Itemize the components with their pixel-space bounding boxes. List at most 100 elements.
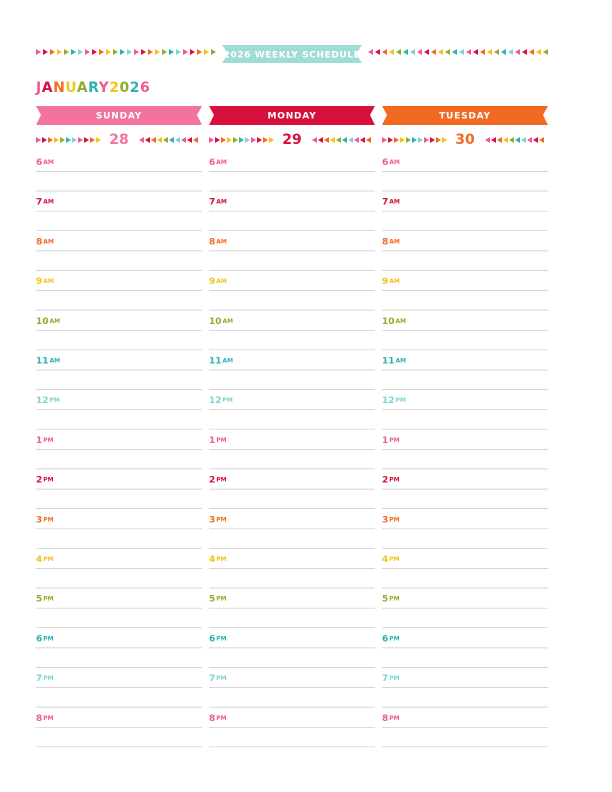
bunting-triangle bbox=[251, 137, 256, 143]
hour-number: 11 bbox=[382, 356, 395, 366]
bunting-triangle bbox=[134, 49, 139, 55]
hour-period: PM bbox=[389, 516, 399, 523]
hour-number: 6 bbox=[209, 158, 215, 168]
hour-number: 10 bbox=[209, 316, 222, 326]
bunting-triangle bbox=[529, 49, 534, 55]
bunting-triangle bbox=[382, 137, 387, 143]
hour-label: 9AM bbox=[36, 277, 54, 287]
bunting-triangle bbox=[412, 137, 417, 143]
hour-number: 8 bbox=[36, 713, 42, 723]
bunting-triangle bbox=[181, 137, 186, 143]
hour-period: PM bbox=[216, 595, 226, 602]
hour-label: 11AM bbox=[209, 356, 233, 366]
hour-label: 7PM bbox=[382, 674, 400, 684]
bunting-triangle bbox=[368, 49, 373, 55]
day-date: 28 bbox=[109, 132, 128, 148]
bunting-triangle bbox=[64, 49, 69, 55]
bunting-triangle bbox=[400, 137, 405, 143]
hour-label: 3PM bbox=[36, 515, 54, 525]
bunting-triangle bbox=[501, 49, 506, 55]
hour-number: 2 bbox=[209, 475, 215, 485]
hour-period: PM bbox=[43, 635, 53, 642]
day-date: 29 bbox=[282, 132, 301, 148]
bunting-triangle bbox=[113, 49, 118, 55]
hour-number: 10 bbox=[382, 316, 395, 326]
hour-number: 9 bbox=[36, 277, 42, 287]
hour-label: 4PM bbox=[36, 555, 54, 565]
bunting-triangle bbox=[436, 137, 441, 143]
hour-number: 8 bbox=[36, 237, 42, 247]
bunting-triangle bbox=[96, 137, 101, 143]
hour-label: 11AM bbox=[36, 356, 60, 366]
hour-period: AM bbox=[50, 357, 61, 364]
bunting-triangle bbox=[417, 49, 422, 55]
bunting-triangle bbox=[139, 137, 144, 143]
bunting-triangle bbox=[424, 49, 429, 55]
hour-label: 10AM bbox=[382, 316, 406, 326]
hour-period: PM bbox=[389, 675, 399, 682]
page-title: 2026 WEEKLY SCHEDULE bbox=[224, 51, 361, 61]
hour-number: 5 bbox=[209, 594, 215, 604]
bunting-triangle bbox=[521, 137, 526, 143]
day-name: TUESDAY bbox=[439, 112, 491, 122]
hour-label: 3PM bbox=[382, 515, 400, 525]
bunting-triangle bbox=[431, 49, 436, 55]
hour-label: 12PM bbox=[36, 396, 60, 406]
hour-label: 6AM bbox=[36, 158, 54, 168]
bunting-triangle bbox=[318, 137, 323, 143]
hour-period: PM bbox=[216, 714, 226, 721]
hour-period: AM bbox=[389, 198, 400, 205]
hour-label: 4PM bbox=[209, 555, 227, 565]
bunting-triangle bbox=[508, 49, 513, 55]
bunting-triangle bbox=[533, 137, 538, 143]
hour-label: 7AM bbox=[209, 197, 227, 207]
hour-label: 9AM bbox=[209, 277, 227, 287]
bunting-triangle bbox=[54, 137, 59, 143]
hour-label: 8AM bbox=[36, 237, 54, 247]
hour-period: PM bbox=[43, 476, 53, 483]
hour-period: PM bbox=[43, 436, 53, 443]
bunting-triangle bbox=[99, 49, 104, 55]
hour-period: AM bbox=[43, 159, 54, 166]
hour-number: 3 bbox=[382, 515, 388, 525]
hour-period: AM bbox=[216, 159, 227, 166]
hour-number: 7 bbox=[36, 674, 42, 684]
hour-period: PM bbox=[216, 516, 226, 523]
bunting-triangle bbox=[348, 137, 353, 143]
hour-label: 12PM bbox=[209, 396, 233, 406]
bunting-triangle bbox=[382, 49, 387, 55]
hour-period: PM bbox=[216, 556, 226, 563]
hour-number: 6 bbox=[382, 634, 388, 644]
bunting-triangle bbox=[141, 49, 146, 55]
hour-period: AM bbox=[396, 357, 407, 364]
title-ribbon bbox=[222, 45, 362, 63]
bunting-triangle bbox=[78, 49, 83, 55]
hour-period: PM bbox=[216, 476, 226, 483]
hour-period: PM bbox=[43, 675, 53, 682]
day-date: 30 bbox=[455, 132, 475, 148]
hour-label: 4PM bbox=[382, 555, 400, 565]
bunting-triangle bbox=[43, 49, 48, 55]
hour-number: 6 bbox=[209, 634, 215, 644]
hour-number: 8 bbox=[209, 713, 215, 723]
hour-number: 6 bbox=[36, 158, 42, 168]
day-name: MONDAY bbox=[267, 112, 316, 122]
hour-number: 2 bbox=[382, 475, 388, 485]
hour-number: 3 bbox=[36, 515, 42, 525]
hour-label: 9AM bbox=[382, 277, 400, 287]
bunting-triangle bbox=[155, 49, 160, 55]
bunting-triangle bbox=[509, 137, 514, 143]
hour-period: AM bbox=[223, 317, 234, 324]
hour-label: 11AM bbox=[382, 356, 406, 366]
bunting-triangle bbox=[193, 137, 198, 143]
bunting-triangle bbox=[187, 137, 192, 143]
bunting-triangle bbox=[169, 137, 174, 143]
bunting-triangle bbox=[175, 137, 180, 143]
day-banner bbox=[36, 106, 202, 125]
hour-label: 7AM bbox=[36, 197, 54, 207]
hour-label: 6PM bbox=[209, 634, 227, 644]
hour-period: AM bbox=[389, 159, 400, 166]
hour-number: 1 bbox=[209, 435, 215, 445]
bunting-triangle bbox=[269, 137, 274, 143]
bunting-triangle bbox=[72, 137, 77, 143]
